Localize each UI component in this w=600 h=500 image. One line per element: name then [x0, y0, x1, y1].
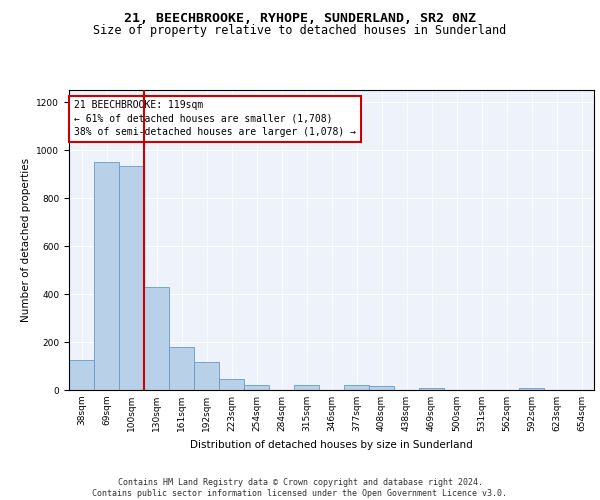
Bar — [144, 287, 169, 390]
Bar — [369, 386, 394, 390]
Bar — [344, 385, 369, 390]
Bar — [194, 362, 219, 390]
Text: 21, BEECHBROOKE, RYHOPE, SUNDERLAND, SR2 0NZ: 21, BEECHBROOKE, RYHOPE, SUNDERLAND, SR2… — [124, 12, 476, 26]
Text: Contains HM Land Registry data © Crown copyright and database right 2024.
Contai: Contains HM Land Registry data © Crown c… — [92, 478, 508, 498]
Text: 21 BEECHBROOKE: 119sqm
← 61% of detached houses are smaller (1,708)
38% of semi-: 21 BEECHBROOKE: 119sqm ← 61% of detached… — [74, 100, 356, 137]
Bar — [169, 347, 194, 390]
Bar — [94, 162, 119, 390]
Y-axis label: Number of detached properties: Number of detached properties — [21, 158, 31, 322]
X-axis label: Distribution of detached houses by size in Sunderland: Distribution of detached houses by size … — [190, 440, 473, 450]
Bar — [519, 388, 544, 390]
Bar — [419, 388, 444, 390]
Bar — [294, 385, 319, 390]
Text: Size of property relative to detached houses in Sunderland: Size of property relative to detached ho… — [94, 24, 506, 37]
Bar — [119, 166, 144, 390]
Bar — [244, 385, 269, 390]
Bar — [219, 379, 244, 390]
Bar — [69, 360, 94, 390]
